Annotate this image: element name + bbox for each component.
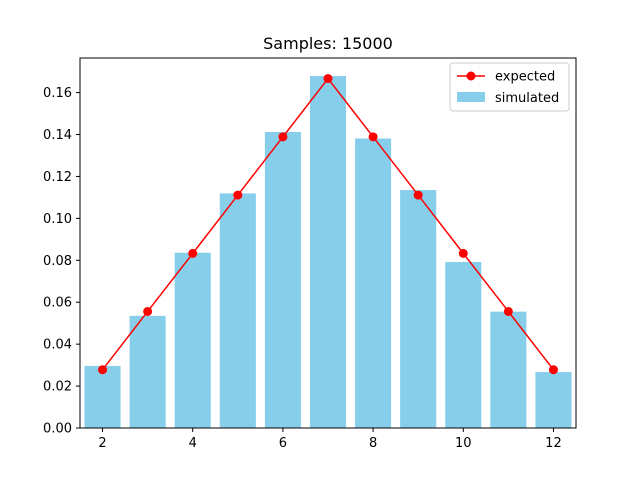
legend-label-simulated: simulated — [495, 91, 559, 106]
bar-simulated-7 — [309, 76, 347, 429]
x-tick-label: 10 — [455, 436, 472, 451]
point-expected-10 — [458, 248, 468, 258]
bar-simulated-11 — [490, 311, 527, 428]
point-expected-7 — [323, 74, 333, 84]
point-expected-5 — [233, 190, 243, 200]
y-tick-label: 0.16 — [43, 86, 72, 101]
point-expected-9 — [413, 190, 423, 200]
point-expected-2 — [98, 365, 108, 375]
bar-simulated-9 — [400, 190, 437, 428]
point-expected-4 — [188, 248, 198, 258]
axes-frame — [79, 57, 577, 429]
x-tick-label: 8 — [369, 436, 377, 451]
legend-label-expected: expected — [495, 70, 555, 85]
bar-simulated-8 — [355, 138, 392, 428]
x-tick-label: 12 — [545, 436, 562, 451]
x-tick-label: 2 — [98, 436, 106, 451]
y-tick-label: 0.06 — [43, 296, 72, 311]
y-tick-label: 0.14 — [43, 128, 72, 143]
point-expected-12 — [548, 365, 558, 375]
point-expected-6 — [278, 132, 288, 142]
bar-simulated-12 — [535, 372, 572, 428]
point-expected-3 — [143, 306, 153, 316]
y-tick-label: 0.08 — [43, 254, 72, 269]
y-tick-label: 0.12 — [43, 170, 72, 185]
bar-simulated-10 — [445, 261, 482, 428]
legend: expected simulated — [449, 62, 570, 112]
plot-area — [84, 74, 572, 429]
x-tick-label: 6 — [279, 436, 287, 451]
y-tick-label: 0.02 — [43, 380, 72, 395]
chart-title: Samples: 15000 — [263, 34, 393, 53]
legend-swatch-simulated — [457, 92, 485, 102]
bar-simulated-6 — [264, 132, 301, 428]
legend-marker-expected — [466, 71, 476, 81]
bar-simulated-4 — [174, 252, 211, 428]
bar-simulated-3 — [129, 315, 166, 428]
point-expected-8 — [368, 132, 378, 142]
y-tick-label: 0.10 — [43, 212, 72, 227]
bar-simulated-2 — [84, 365, 121, 428]
axes: 2 4 6 8 10 12 0.00 0.02 0.04 0.06 0.08 0.10 0.12 0.14… — [43, 57, 577, 451]
y-tick-label: 0.00 — [43, 422, 72, 437]
y-tick-label: 0.04 — [43, 338, 72, 353]
x-tick-label: 4 — [189, 436, 197, 451]
point-expected-11 — [503, 306, 513, 316]
bar-simulated-5 — [219, 193, 256, 428]
